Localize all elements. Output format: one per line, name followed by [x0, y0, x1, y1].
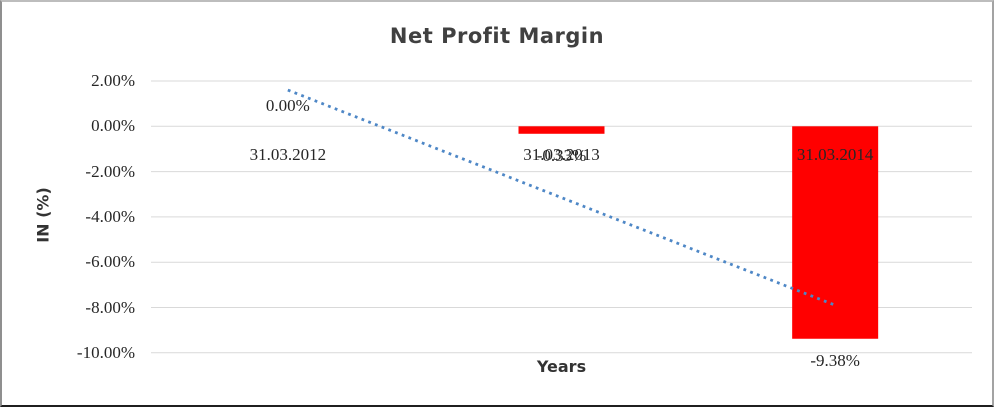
category-label: 31.03.2013 — [523, 145, 600, 164]
y-tick-label: 2.00% — [91, 71, 135, 90]
data-label: -0.33% — [536, 145, 587, 165]
x-axis-title: Years — [536, 357, 587, 376]
y-tick-label: -8.00% — [85, 297, 135, 317]
y-tick-label: -2.00% — [85, 161, 135, 181]
y-tick-label: -6.00% — [85, 252, 135, 272]
trendline — [287, 88, 836, 307]
data-label: 0.00% — [265, 96, 310, 116]
category-label: 31.03.2014 — [796, 145, 874, 164]
bar-1 — [518, 126, 605, 134]
y-tick-label: 0.00% — [91, 116, 135, 136]
data-label: -9.38% — [810, 350, 860, 370]
category-label: 31.03.2012 — [249, 145, 327, 164]
y-tick-label: -10.00% — [76, 342, 135, 362]
y-tick-label: -4.00% — [85, 206, 135, 226]
chart-title: Net Profit Margin — [389, 24, 605, 48]
